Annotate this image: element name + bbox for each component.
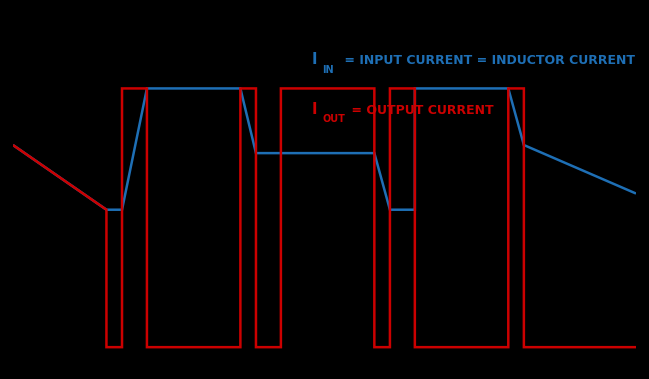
Text: I: I [312,102,317,117]
Text: OUT: OUT [323,114,345,124]
Text: I: I [312,52,317,67]
Text: IN: IN [323,65,334,75]
Text: = OUTPUT CURRENT: = OUTPUT CURRENT [347,104,493,117]
Text: = INPUT CURRENT = INDUCTOR CURRENT: = INPUT CURRENT = INDUCTOR CURRENT [340,55,635,67]
